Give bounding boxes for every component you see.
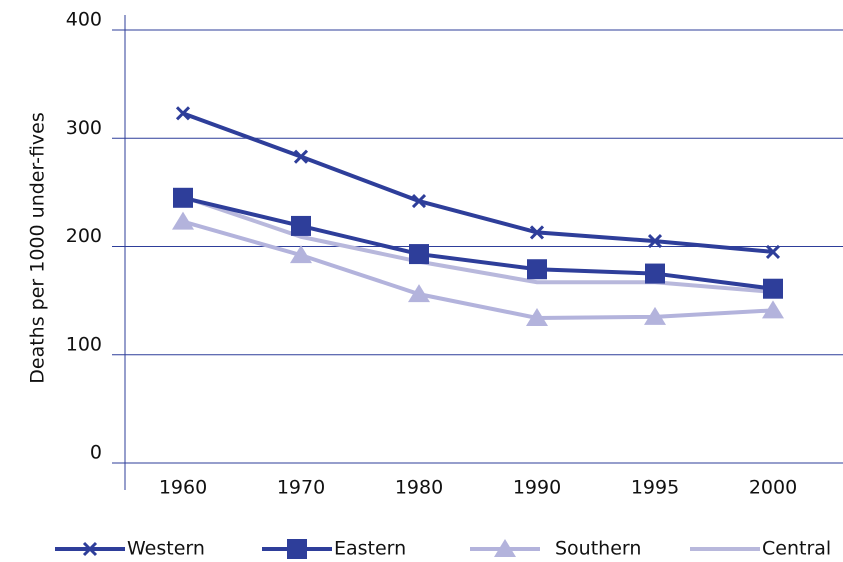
marker — [291, 215, 311, 236]
marker — [290, 245, 312, 264]
y-tick-label: 400 — [66, 9, 102, 31]
x-tick-label: 1980 — [395, 477, 443, 499]
marker — [529, 225, 545, 240]
marker — [411, 193, 427, 209]
legend-label: Central — [762, 538, 831, 560]
marker — [644, 306, 666, 325]
x-tick-label: 1970 — [277, 477, 325, 499]
y-axis-label: Deaths per 1000 under-fives — [27, 112, 49, 383]
series-line — [182, 194, 774, 294]
marker — [494, 539, 516, 557]
legend-label: Western — [127, 538, 205, 560]
marker — [647, 234, 663, 249]
y-tick-label: 300 — [66, 117, 102, 139]
marker — [763, 278, 783, 299]
marker — [408, 284, 430, 303]
y-tick-label: 100 — [66, 333, 102, 355]
x-tick-label: 1960 — [159, 477, 207, 499]
legend-label: Eastern — [334, 538, 406, 560]
marker — [527, 259, 547, 280]
x-tick-label: 1995 — [631, 477, 679, 499]
x-tick-label: 1990 — [513, 477, 561, 499]
series-line — [182, 219, 774, 320]
series-line — [182, 195, 774, 291]
marker — [645, 263, 665, 284]
marker — [526, 307, 548, 326]
marker — [765, 244, 781, 259]
marker — [762, 300, 784, 319]
marker — [172, 211, 194, 230]
legend-label: Southern — [555, 538, 641, 560]
marker — [175, 106, 191, 121]
marker — [409, 244, 429, 265]
marker — [82, 541, 98, 557]
y-tick-label: 0 — [90, 442, 102, 464]
y-tick-label: 200 — [66, 225, 102, 247]
marker — [287, 539, 307, 559]
x-tick-label: 2000 — [749, 477, 797, 499]
marker — [293, 149, 309, 164]
marker — [173, 187, 193, 208]
series-line — [182, 111, 774, 254]
